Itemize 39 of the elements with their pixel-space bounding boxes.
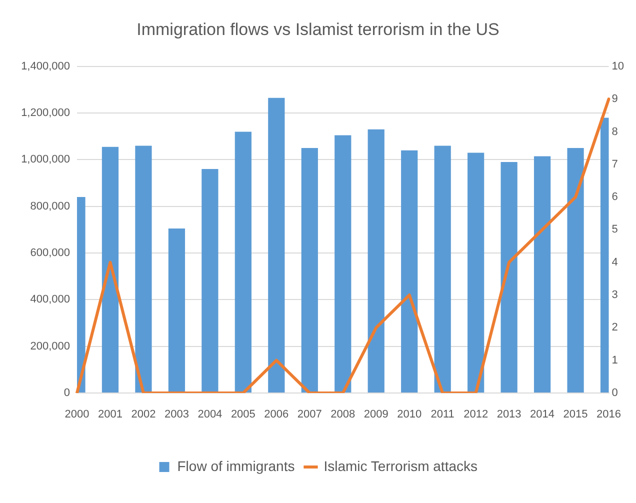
legend-label: Flow of immigrants — [177, 458, 295, 474]
y-tick-label: 1,000,000 — [21, 154, 70, 166]
x-tick-label: 2008 — [330, 408, 356, 421]
x-tick-label: 2012 — [464, 408, 488, 421]
y2-tick-label: 7 — [612, 158, 618, 170]
y2-tick-label: 1 — [612, 354, 618, 366]
y-tick-label: 600,000 — [30, 247, 70, 260]
y2-tick-label: 3 — [612, 289, 618, 302]
x-tick-label: 2005 — [230, 408, 256, 421]
y-tick-label: 1,200,000 — [21, 107, 70, 120]
y2-tick-label: 5 — [612, 224, 618, 236]
y2-tick-label: 4 — [612, 256, 618, 268]
y-tick-label: 200,000 — [30, 340, 70, 352]
y2-tick-label: 0 — [612, 387, 618, 400]
x-tick-label: 2006 — [264, 408, 289, 421]
x-tick-label: 2002 — [131, 408, 156, 421]
x-tick-label: 2014 — [530, 408, 555, 421]
chart-title: Immigration flows vs Islamist terrorism in the US — [136, 20, 500, 39]
y-tick-label: 1,400,000 — [21, 60, 70, 72]
x-tick-label: 2007 — [297, 408, 322, 421]
x-tick-label: 2011 — [430, 408, 454, 421]
y2-tick-label: 6 — [612, 191, 618, 204]
x-tick-label: 2013 — [496, 408, 522, 421]
y-tick-label: 400,000 — [30, 294, 70, 306]
y2-tick-label: 8 — [612, 126, 618, 138]
legend-label: Islamic Terrorism attacks — [324, 458, 478, 474]
x-tick-label: 2001 — [98, 408, 122, 421]
y-tick-label: 0 — [64, 387, 70, 400]
x-tick-label: 2009 — [364, 408, 388, 421]
x-tick-label: 2000 — [64, 408, 90, 421]
y2-tick-label: 9 — [612, 93, 618, 106]
y2-tick-label: 10 — [612, 60, 624, 72]
x-tick-label: 2003 — [164, 408, 189, 421]
x-tick-label: 2004 — [198, 408, 222, 421]
x-tick-label: 2015 — [563, 408, 588, 421]
x-tick-label: 2016 — [596, 408, 622, 421]
x-tick-label: 2010 — [397, 408, 422, 421]
y-tick-label: 800,000 — [30, 200, 70, 212]
y2-tick-label: 2 — [612, 322, 618, 334]
